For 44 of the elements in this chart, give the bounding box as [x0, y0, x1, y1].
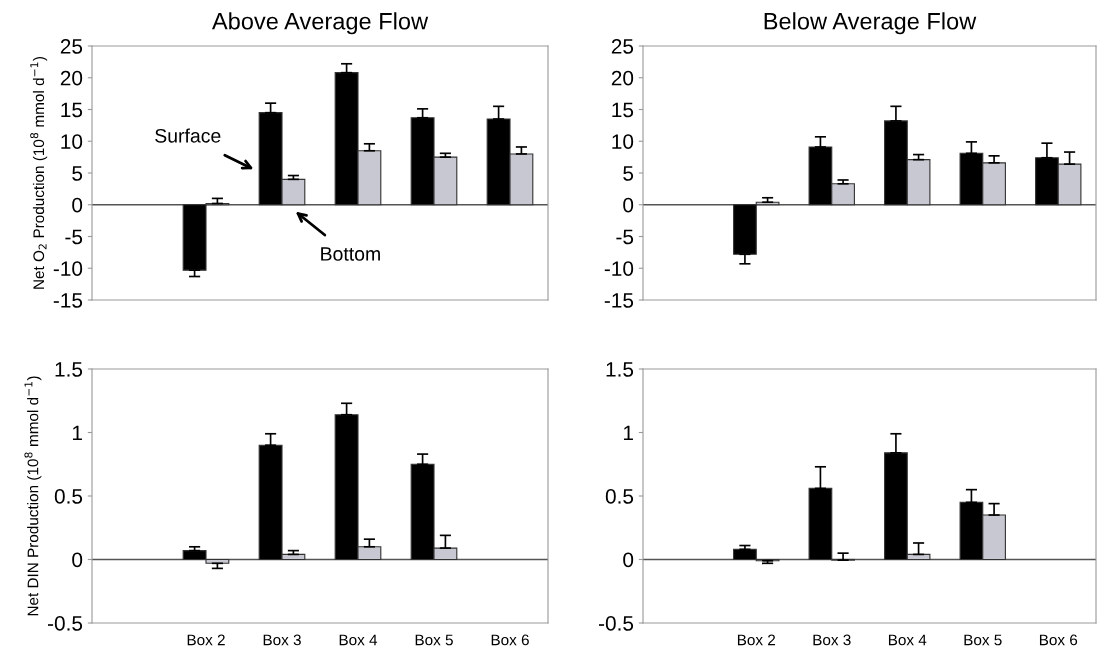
y-tick-label: 5 [72, 166, 83, 181]
x-tick-label: Box 6 [1039, 634, 1078, 646]
y-tick-label: 1 [72, 425, 82, 441]
x-tick-label: Box 4 [888, 634, 927, 646]
x-tick-label: Box 4 [339, 634, 378, 646]
y-tick-label: 15 [61, 102, 83, 118]
y-tick-label: -10 [53, 261, 83, 276]
y-tick-label: -0.5 [48, 616, 83, 631]
y-tick-label: -15 [604, 293, 634, 308]
y-tick-label: 0 [72, 552, 83, 568]
chart-title: Below Average Flow [764, 12, 977, 35]
annotation: Bottom [321, 247, 380, 261]
y-tick-label: -10 [604, 261, 634, 276]
y-tick-label: 15 [612, 102, 634, 118]
chart-title: Above Average Flow [211, 12, 429, 35]
y-axis-title: Net O$_{2}$ Production (10$^{8}$ mmol d$^{−1}$) [30, 56, 48, 289]
y-tick-label: 10 [612, 134, 634, 149]
annotation: Surface [155, 128, 221, 143]
y-tick-label: -15 [53, 293, 83, 308]
y-tick-label: 1.5 [606, 362, 634, 377]
y-tick-label: 1.5 [55, 362, 83, 377]
y-tick-label: 5 [623, 166, 634, 181]
y-tick-label: 25 [60, 39, 83, 54]
y-tick-label: 10 [61, 134, 83, 149]
y-axis-title: Net DIN Production (10$^{8}$ mmol d$^{−1}$) [24, 376, 42, 616]
y-tick-label: 0 [623, 552, 634, 568]
y-tick-label: 1 [623, 425, 633, 441]
y-tick-label: 20 [60, 70, 83, 86]
y-tick-label: 0.5 [54, 489, 83, 504]
y-tick-label: 0 [72, 197, 83, 213]
y-tick-label: -5 [65, 229, 83, 245]
y-tick-label: 0.5 [605, 489, 634, 504]
y-tick-label: 0 [623, 197, 634, 213]
x-tick-label: Box 5 [415, 634, 453, 646]
y-tick-label: 25 [611, 39, 634, 54]
x-tick-label: Box 3 [263, 634, 301, 646]
x-tick-label: Box 2 [737, 634, 776, 646]
x-tick-label: Box 6 [491, 634, 529, 646]
x-tick-label: Box 5 [964, 634, 1002, 646]
y-tick-label: -0.5 [599, 616, 634, 631]
x-tick-label: Box 2 [187, 634, 225, 646]
y-tick-label: 20 [611, 70, 634, 86]
x-tick-label: Box 3 [813, 634, 851, 646]
y-tick-label: -5 [616, 229, 634, 245]
